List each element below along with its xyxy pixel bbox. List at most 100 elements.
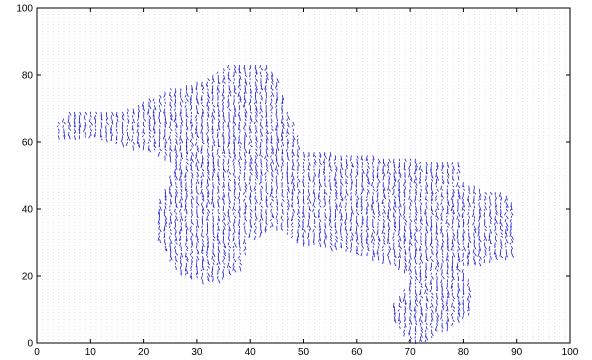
- field-arrow: [244, 74, 248, 78]
- field-arrow: [200, 121, 203, 127]
- field-arrow: [137, 105, 140, 109]
- field-arrow: [281, 161, 284, 166]
- field-arrow: [249, 228, 252, 232]
- field-arrow: [265, 158, 269, 162]
- field-arrow: [270, 131, 272, 134]
- field-arrow: [191, 188, 193, 194]
- field-arrow: [207, 88, 209, 91]
- field-arrow: [217, 202, 220, 208]
- field-arrow: [194, 115, 198, 119]
- field-arrow: [175, 135, 178, 138]
- field-arrow: [271, 111, 273, 114]
- field-arrow: [244, 205, 247, 210]
- field-arrow: [232, 212, 235, 215]
- field-arrow: [232, 118, 235, 124]
- field-arrow: [196, 171, 200, 177]
- field-arrow: [158, 232, 160, 236]
- field-arrow: [244, 245, 247, 250]
- field-arrow: [73, 135, 77, 141]
- field-arrow: [194, 141, 198, 146]
- field-arrow: [228, 108, 231, 112]
- field-arrow: [233, 135, 237, 141]
- field-arrow: [228, 68, 230, 71]
- field-arrow: [292, 151, 295, 157]
- field-arrow: [169, 198, 172, 205]
- field-arrow: [217, 195, 221, 200]
- field-arrow: [290, 215, 294, 221]
- field-arrow: [222, 259, 224, 263]
- field-arrow: [255, 128, 258, 133]
- field-arrow: [228, 138, 230, 145]
- field-arrow: [291, 232, 294, 235]
- field-arrow: [164, 101, 166, 104]
- field-arrow: [169, 215, 172, 220]
- field-arrow: [153, 105, 157, 111]
- field-arrow: [212, 161, 215, 167]
- field-arrow: [233, 84, 236, 91]
- field-arrow: [239, 94, 242, 101]
- field-arrow: [196, 218, 199, 223]
- field-arrow: [260, 138, 263, 142]
- field-arrow: [259, 218, 262, 223]
- field-arrow: [276, 168, 278, 172]
- field-arrow: [227, 208, 230, 214]
- field-arrow: [180, 202, 183, 208]
- field-arrow: [254, 195, 256, 200]
- field-arrow: [270, 108, 272, 112]
- field-arrow: [207, 114, 210, 118]
- field-arrow: [260, 125, 264, 129]
- field-arrow: [223, 168, 226, 173]
- field-arrow: [296, 185, 299, 188]
- field-arrow: [228, 78, 232, 82]
- field-arrow: [216, 262, 219, 266]
- field-arrow: [275, 125, 278, 131]
- field-arrow: [232, 161, 235, 166]
- field-arrow: [281, 212, 285, 215]
- field-arrow: [84, 111, 88, 116]
- field-arrow: [174, 145, 176, 151]
- field-arrow: [175, 175, 178, 180]
- field-arrow: [191, 121, 193, 127]
- field-arrow: [89, 118, 91, 122]
- field-arrow: [195, 182, 198, 185]
- field-arrow: [175, 138, 178, 143]
- field-arrow: [189, 228, 192, 233]
- field-arrow: [249, 215, 253, 219]
- field-arrow: [290, 218, 294, 222]
- field-arrow: [137, 118, 139, 122]
- field-arrow: [169, 94, 172, 98]
- field-arrow: [100, 138, 103, 141]
- field-arrow: [100, 135, 103, 138]
- field-arrow: [62, 125, 65, 128]
- field-arrow: [191, 168, 193, 172]
- field-arrow: [180, 155, 183, 160]
- field-arrow: [191, 151, 194, 157]
- field-arrow: [179, 235, 182, 241]
- field-arrow: [222, 185, 224, 188]
- field-arrow: [237, 84, 240, 88]
- field-arrow: [222, 121, 224, 125]
- field-arrow: [137, 145, 141, 148]
- field-arrow: [175, 229, 177, 234]
- field-arrow: [217, 121, 220, 128]
- field-arrow: [190, 128, 192, 131]
- field-arrow: [68, 135, 71, 140]
- field-arrow: [271, 81, 274, 85]
- field-arrow: [276, 95, 278, 101]
- field-arrow: [163, 208, 166, 214]
- field-arrow: [276, 222, 279, 225]
- field-arrow: [143, 108, 146, 112]
- field-arrow: [191, 195, 194, 200]
- field-arrow: [237, 182, 240, 186]
- field-arrow: [237, 111, 240, 117]
- field-arrow: [185, 91, 189, 98]
- field-arrow: [249, 212, 252, 216]
- field-arrow: [191, 84, 193, 91]
- field-arrow: [271, 88, 274, 91]
- field-arrow: [185, 155, 188, 158]
- field-arrow: [200, 178, 203, 185]
- field-arrow: [291, 178, 294, 185]
- field-arrow: [164, 222, 167, 227]
- field-arrow: [291, 228, 294, 232]
- field-arrow: [217, 108, 220, 113]
